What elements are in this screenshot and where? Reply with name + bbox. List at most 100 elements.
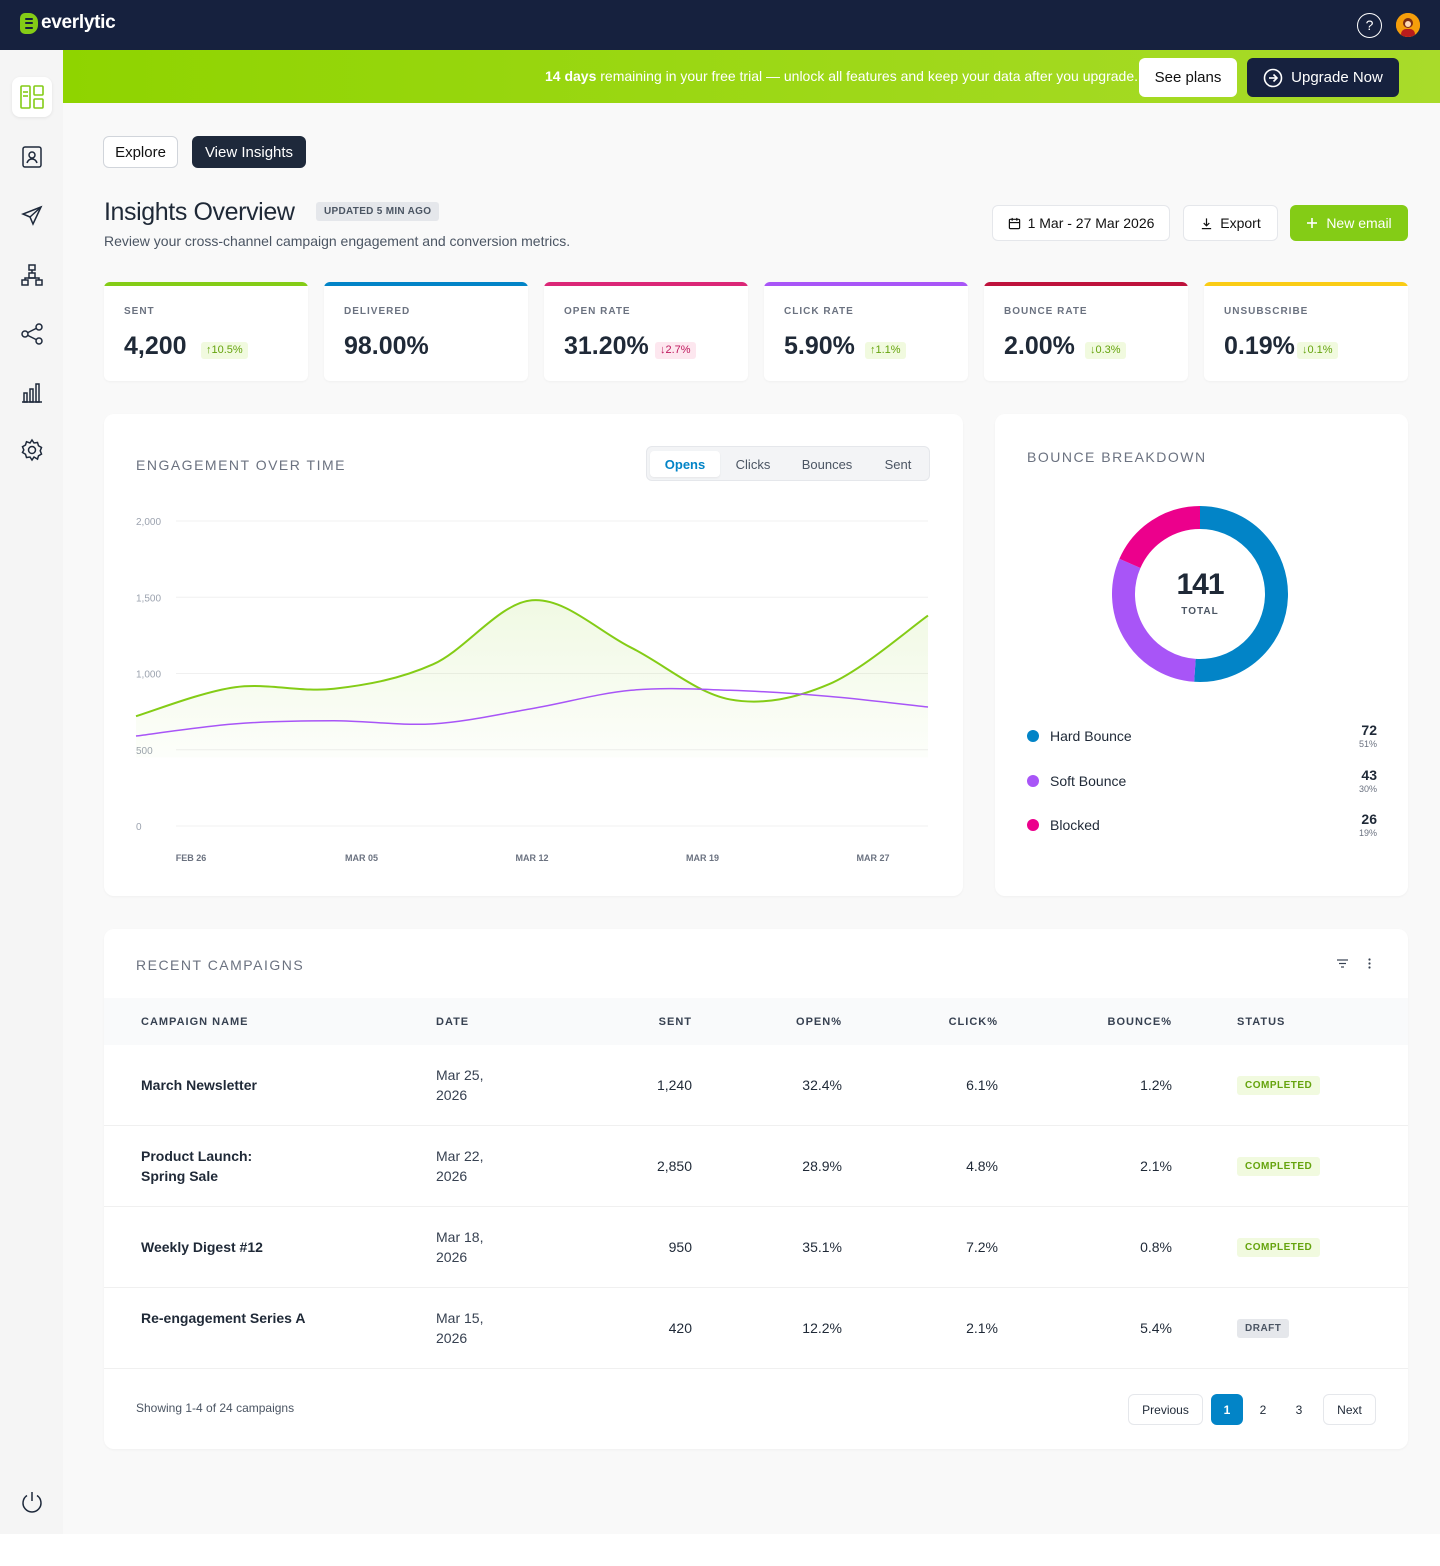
- segment-bounces[interactable]: Bounces: [801, 456, 853, 472]
- legend-name: Blocked: [1050, 817, 1100, 833]
- header-click[interactable]: CLICK%: [948, 1016, 998, 1028]
- campaign-date: Mar 25, 2026: [436, 1067, 484, 1103]
- kpi-unsubscribe: UNSUBSCRIBE 0.19% ↓0.1%: [1204, 282, 1408, 381]
- pagination-next-button[interactable]: Next: [1323, 1394, 1376, 1425]
- date-range-button[interactable]: 1 Mar - 27 Mar 2026: [992, 205, 1170, 241]
- donut-slice-hard-bounce[interactable]: [1194, 506, 1288, 682]
- campaigns-send-icon[interactable]: [12, 196, 52, 236]
- trial-banner-text: 14 days remaining in your free trial — u…: [544, 68, 1138, 84]
- campaign-click: 7.2%: [966, 1239, 998, 1255]
- engagement-metric-toggle: Opens Clicks Bounces Sent: [646, 446, 930, 481]
- campaign-name[interactable]: Re-engagement Series A: [141, 1310, 306, 1326]
- header-open[interactable]: OPEN%: [796, 1016, 842, 1028]
- kpi-value: 31.20%: [564, 332, 649, 360]
- new-email-label: New email: [1326, 215, 1392, 231]
- series-line-opens[interactable]: [135, 599, 929, 718]
- avatar[interactable]: [1396, 13, 1420, 37]
- calendar-icon: [1008, 217, 1020, 229]
- legend-dot: [1027, 775, 1039, 787]
- contacts-icon[interactable]: [12, 137, 52, 177]
- status-badge: DRAFT: [1237, 1319, 1290, 1338]
- pagination-page-3[interactable]: 3: [1295, 1402, 1303, 1417]
- pagination-page-2[interactable]: 2: [1259, 1402, 1267, 1417]
- dashboard-icon[interactable]: [12, 77, 52, 117]
- upgrade-now-button[interactable]: Upgrade Now: [1247, 58, 1399, 97]
- pagination-previous-button[interactable]: Previous: [1128, 1394, 1203, 1425]
- header-date[interactable]: DATE: [436, 1016, 470, 1028]
- legend-blocked: Blocked 26 19%: [1027, 811, 1377, 841]
- kpi-delivered: DELIVERED 98.00%: [324, 282, 528, 381]
- status-badge: COMPLETED: [1237, 1238, 1321, 1257]
- pagination-page-1[interactable]: 1: [1211, 1394, 1243, 1425]
- table-row[interactable]: Re-engagement Series A Mar 15, 2026 420 …: [104, 1288, 1408, 1369]
- legend-soft-bounce: Soft Bounce 43 30%: [1027, 767, 1377, 797]
- header-status[interactable]: STATUS: [1237, 1016, 1286, 1028]
- header-bounce[interactable]: BOUNCE%: [1107, 1016, 1172, 1028]
- page-subtitle: Review your cross-channel campaign engag…: [104, 233, 571, 249]
- help-icon[interactable]: ?: [1357, 13, 1382, 38]
- logo[interactable]: everlytic: [20, 12, 116, 34]
- share-icon[interactable]: [12, 314, 52, 354]
- see-plans-button[interactable]: See plans: [1139, 58, 1237, 97]
- new-email-button[interactable]: New email: [1290, 205, 1408, 241]
- kpi-accent-bar: [984, 282, 1188, 286]
- table-row[interactable]: Weekly Digest #12 Mar 18, 2026 950 35.1%…: [104, 1207, 1408, 1288]
- segment-clicks[interactable]: Clicks: [735, 456, 771, 472]
- filter-icon[interactable]: [1336, 957, 1349, 970]
- table-row[interactable]: March Newsletter Mar 25, 2026 1,240 32.4…: [104, 1045, 1408, 1126]
- donut-total-value: 141: [1176, 568, 1224, 601]
- y-tick-label: 1,000: [136, 670, 161, 681]
- header-campaign-name[interactable]: CAMPAIGN NAME: [141, 1016, 249, 1028]
- donut-slice-blocked[interactable]: [1119, 506, 1201, 569]
- tab-explore[interactable]: Explore: [103, 136, 178, 168]
- logout-power-icon[interactable]: [12, 1482, 52, 1522]
- tab-view-insights[interactable]: View Insights: [192, 136, 306, 168]
- y-tick-label: 1,500: [136, 593, 161, 604]
- automation-icon[interactable]: [12, 255, 52, 295]
- campaign-sent: 1,240: [656, 1077, 692, 1093]
- segment-sent[interactable]: Sent: [884, 456, 912, 472]
- campaign-name[interactable]: Weekly Digest #12: [141, 1239, 263, 1255]
- bounce-breakdown-title: BOUNCE BREAKDOWN: [1027, 449, 1207, 465]
- campaign-bounce: 2.1%: [1140, 1158, 1172, 1174]
- series-line-clicks[interactable]: [135, 687, 929, 737]
- upgrade-now-label: Upgrade Now: [1291, 69, 1383, 86]
- date-range-label: 1 Mar - 27 Mar 2026: [1027, 215, 1155, 231]
- campaign-date: Mar 22, 2026: [436, 1148, 484, 1184]
- status-badge: COMPLETED: [1237, 1076, 1321, 1095]
- table-row[interactable]: Product Launch: Spring Sale Mar 22, 2026…: [104, 1126, 1408, 1207]
- export-button[interactable]: Export: [1183, 205, 1278, 241]
- bounce-breakdown-card: [995, 414, 1408, 896]
- plus-icon: [1307, 218, 1318, 228]
- sidebar: [0, 50, 63, 1534]
- more-options-icon[interactable]: [1363, 957, 1376, 970]
- header-sent[interactable]: SENT: [658, 1016, 692, 1028]
- campaign-name[interactable]: Product Launch: Spring Sale: [141, 1148, 253, 1184]
- top-bar: everlytic ?: [0, 0, 1440, 50]
- kpi-accent-bar: [324, 282, 528, 286]
- kpi-open-rate: OPEN RATE 31.20% ↓2.7%: [544, 282, 748, 381]
- campaign-open: 28.9%: [802, 1158, 842, 1174]
- donut-slice-soft-bounce[interactable]: [1112, 558, 1197, 682]
- legend-name: Soft Bounce: [1050, 773, 1127, 789]
- legend-name: Hard Bounce: [1050, 728, 1132, 744]
- reports-chart-icon[interactable]: [12, 372, 52, 412]
- legend-count: 72: [1361, 722, 1377, 738]
- engagement-title: ENGAGEMENT OVER TIME: [136, 457, 346, 473]
- status-badge: COMPLETED: [1237, 1157, 1321, 1176]
- campaign-name[interactable]: March Newsletter: [141, 1077, 257, 1093]
- donut-total-label: TOTAL: [1181, 606, 1219, 617]
- kpi-label: OPEN RATE: [564, 306, 631, 317]
- x-tick-label: MAR 05: [345, 853, 378, 863]
- download-icon: [1202, 217, 1212, 229]
- arrow-circle-icon: [1263, 68, 1283, 87]
- x-tick-label: MAR 12: [515, 853, 548, 863]
- kpi-delta: ↑1.1%: [865, 342, 906, 359]
- segment-opens[interactable]: Opens: [650, 451, 720, 477]
- kpi-value: 5.90%: [784, 332, 855, 360]
- settings-gear-icon[interactable]: [12, 430, 52, 470]
- recent-campaigns-title: RECENT CAMPAIGNS: [136, 957, 305, 973]
- kpi-accent-bar: [764, 282, 968, 286]
- legend-pct: 30%: [1358, 784, 1377, 794]
